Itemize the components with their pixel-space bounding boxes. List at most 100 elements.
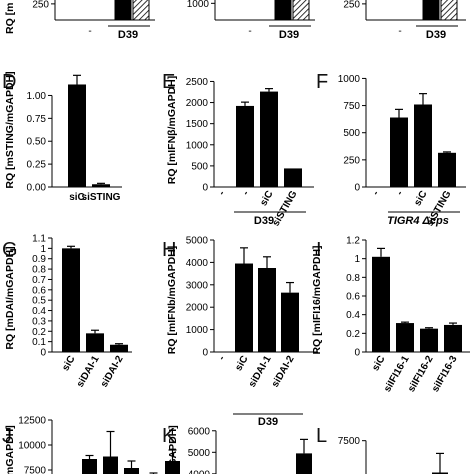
bar	[274, 0, 292, 21]
panel-e-group-label: D39	[254, 215, 274, 227]
y-tick-label: 0.8	[32, 265, 46, 276]
y-tick-label: 0.75	[27, 114, 47, 125]
bar	[68, 84, 86, 187]
y-tick-label: 1000	[186, 140, 209, 151]
bar	[422, 0, 440, 21]
x-group-label: D39	[118, 29, 138, 41]
y-tick-label: 4000	[188, 469, 211, 474]
panel-c: 250 - D39	[343, 0, 466, 41]
y-tick-label: 2000	[186, 303, 209, 314]
y-tick-label: 10000	[18, 441, 46, 452]
y-tick-label: 0	[202, 348, 208, 359]
y-tick-label: 0	[354, 183, 360, 194]
panel-letter-j: J	[2, 425, 12, 447]
bar	[235, 263, 253, 352]
y-tick-label: 500	[191, 161, 208, 172]
bar	[103, 456, 118, 474]
y-tick-label: 3000	[186, 280, 209, 291]
y-tick-label: 0.9	[32, 254, 46, 265]
y-tick-label: 5000	[188, 448, 211, 459]
panel-k: 4000 5000 6000	[188, 426, 312, 474]
panel-j: 7500 10000 12500	[18, 416, 180, 474]
y-tick-label: 750	[343, 101, 360, 112]
y-tick-label: 1	[354, 254, 360, 265]
x-tick-label: -	[398, 26, 401, 37]
bar	[258, 268, 276, 352]
bar	[420, 328, 438, 352]
x-tick-label: -	[248, 26, 251, 37]
panel-letter-l: L	[316, 425, 327, 447]
y-tick-label: 0	[202, 183, 208, 194]
bar	[444, 324, 462, 352]
panel-i: 00.20.40.60.811.2siCsiIFI16-1siIFI16-2si…	[346, 236, 470, 394]
bar	[110, 344, 128, 352]
y-tick-label: 0.25	[27, 160, 47, 171]
x-tick-label: siC	[258, 189, 275, 208]
y-tick-label: 5000	[186, 236, 209, 247]
y-tick-label: 0	[40, 348, 46, 359]
bar	[132, 0, 150, 21]
panel-f-group-label: TIGR4 Δcps	[387, 215, 449, 227]
panel-b: 1000 - D39	[187, 0, 315, 41]
x-tick-label: -	[394, 189, 405, 197]
y-tick-label: 0.5	[32, 296, 46, 307]
panel-a: 250 - D39	[32, 0, 155, 41]
panel-letter-i: I	[316, 239, 322, 261]
x-tick-label: siDAI-2	[99, 354, 126, 390]
y-tick-label: 0.00	[27, 183, 47, 194]
y-tick-label: 1000	[338, 74, 361, 85]
y-tick-label: 12500	[18, 416, 46, 427]
panel-g: 00.10.20.30.40.50.60.70.80.911.1 siC siDAI…	[32, 234, 132, 390]
y-tick-label: 2000	[186, 98, 209, 109]
x-tick-label: -	[370, 189, 381, 197]
y-tick-label: 1.2	[346, 236, 360, 247]
panel-letter-d: D	[2, 71, 16, 93]
panel-j-ylabel: mGAPDH]	[4, 425, 16, 474]
x-tick-label: siDAI-2	[270, 354, 297, 390]
y-tick-label: 0.1	[32, 337, 46, 348]
y-tick-label: 0.2	[346, 329, 360, 340]
panel-a-ylabel: RQ [m	[4, 3, 16, 35]
x-tick-label: -	[216, 354, 227, 362]
bar	[440, 0, 458, 21]
bar	[372, 256, 390, 352]
x-tick-label: siSTING	[82, 192, 121, 203]
y-tick-label: 1.00	[27, 91, 47, 102]
panel-e-ylabel: RQ [mIFNβ/mGAPDH]	[166, 76, 178, 185]
bar	[260, 91, 278, 187]
x-tick-label: -	[216, 189, 227, 197]
panel-letter-e: E	[162, 71, 175, 93]
bar	[82, 459, 97, 474]
y-tick-label: 7500	[24, 466, 47, 474]
y-tick-label: 1000	[187, 0, 210, 10]
bar	[236, 105, 254, 187]
bar	[292, 0, 310, 21]
y-tick-label: 7500	[338, 436, 361, 447]
panel-i-ylabel: RQ [mIFI16/mGAPDH]	[311, 245, 323, 354]
panel-h-group-label: D39	[258, 416, 278, 428]
panel-letter-f: F	[316, 71, 328, 93]
panel-d-ylabel: RQ [mSTING/mGAPDH]	[4, 71, 16, 188]
y-tick-label: 0.7	[32, 275, 46, 286]
panel-h-ylabel: RQ [mIFNb/mGAPDH]	[166, 246, 178, 355]
y-tick-label: 1000	[186, 325, 209, 336]
bar	[390, 117, 408, 187]
x-tick-label: siC	[412, 189, 429, 208]
x-tick-label: siC	[233, 354, 250, 373]
y-tick-label: 250	[343, 155, 360, 166]
y-tick-label: 0.3	[32, 316, 46, 327]
bar	[165, 461, 180, 474]
y-tick-label: 1500	[186, 119, 209, 130]
bar	[124, 468, 139, 474]
panel-letter-k: K	[162, 425, 176, 447]
bar	[396, 323, 414, 352]
y-tick-label: 0.4	[32, 306, 46, 317]
x-tick-label: -	[88, 26, 91, 37]
y-tick-label: 0	[354, 348, 360, 359]
y-tick-label: 4000	[186, 258, 209, 269]
y-tick-label: 1	[40, 244, 46, 255]
x-tick-label: siC	[69, 192, 85, 203]
